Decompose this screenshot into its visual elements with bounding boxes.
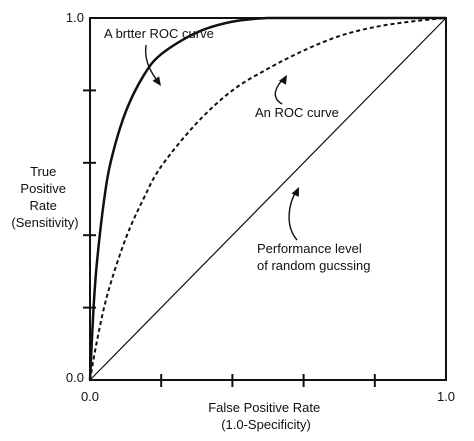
annotation-roc: An ROC curve xyxy=(255,105,339,120)
better-roc-curve xyxy=(88,16,446,381)
random-arrow xyxy=(288,189,298,241)
y-axis-label-line-3: Rate xyxy=(29,198,56,213)
annotation-better-roc: A brtter ROC curve xyxy=(104,26,214,41)
y-axis-label-line-4: (Sensitivity) xyxy=(11,215,78,230)
random-arrow-head xyxy=(291,187,299,197)
roc-curve xyxy=(89,17,447,381)
x-axis-label: False Positive Rate (1.0-Specificity) xyxy=(208,400,324,432)
curve-annotations xyxy=(144,44,299,241)
annotation-random: Performance level of random gucssing xyxy=(257,241,370,273)
annotation-better-roc-line-1: A brtter ROC curve xyxy=(104,26,214,41)
x-axis-label-line-2: (1.0-Specificity) xyxy=(221,417,311,432)
y-tick-label-0: 0.0 xyxy=(66,370,84,385)
annotation-random-line-1: Performance level xyxy=(257,241,362,256)
roc-curves xyxy=(88,16,447,381)
x-tick-label-1: 1.0 xyxy=(437,389,455,404)
y-axis-label-line-1: True xyxy=(30,164,56,179)
annotation-roc-line-1: An ROC curve xyxy=(255,105,339,120)
annotation-random-line-2: of random gucssing xyxy=(257,258,370,273)
better-roc-arrow-head xyxy=(152,76,161,86)
random-guess-line xyxy=(89,17,447,381)
roc-arrow-head xyxy=(279,75,287,85)
y-tick-label-1: 1.0 xyxy=(66,10,84,25)
y-axis-label-line-2: Positive xyxy=(20,181,66,196)
y-axis-label: True Positive Rate (Sensitivity) xyxy=(11,164,78,230)
x-tick-label-0: 0.0 xyxy=(81,389,99,404)
x-axis-label-line-1: False Positive Rate xyxy=(208,400,320,415)
